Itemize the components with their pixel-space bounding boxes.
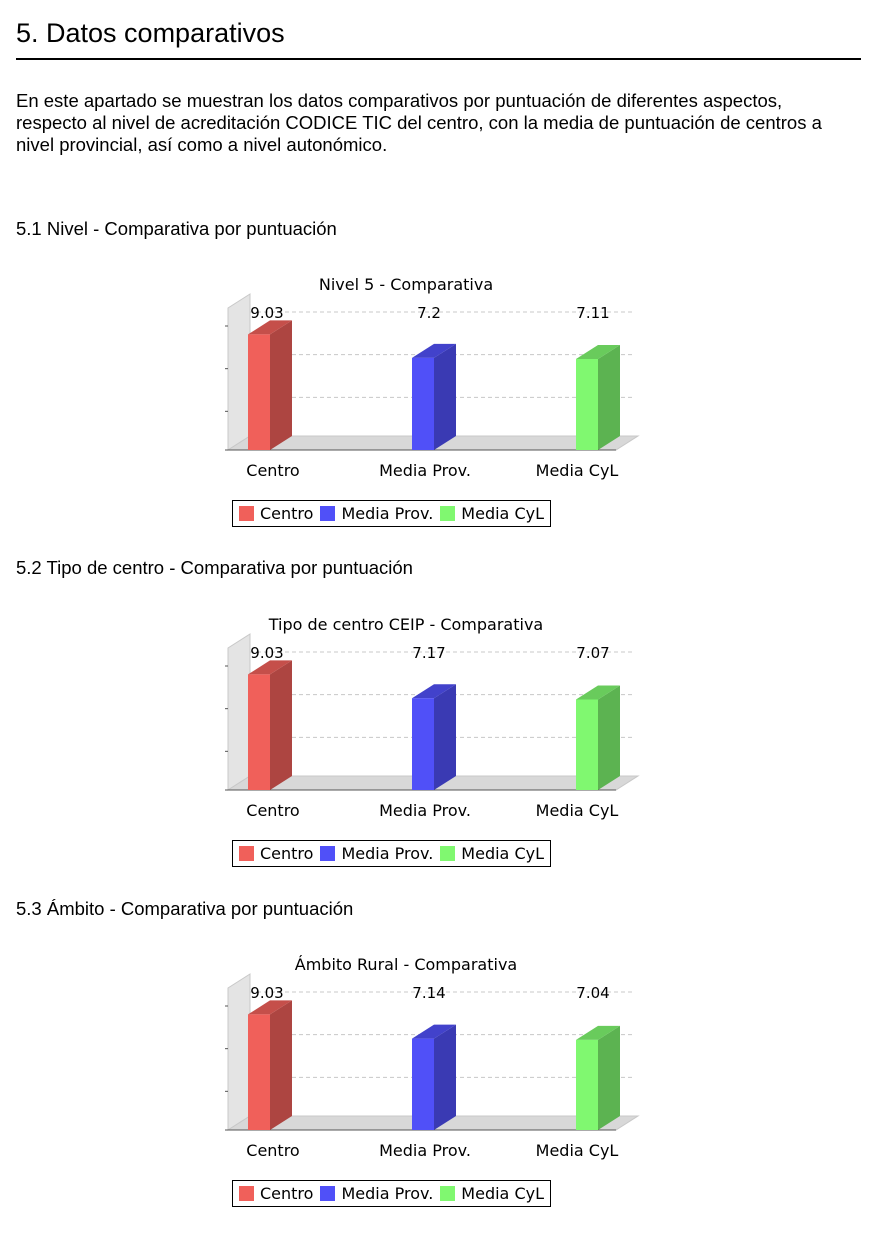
bar-centro — [248, 1014, 270, 1130]
bar-media-cyl — [576, 1039, 598, 1130]
legend-swatch-media-cyl — [440, 506, 456, 521]
chart-nivel-legend: Centro Media Prov. Media CyL — [232, 500, 551, 527]
legend-swatch-media-prov — [320, 506, 336, 521]
legend-item-media-prov: Media Prov. — [320, 1184, 433, 1203]
legend-swatch-centro — [239, 846, 254, 861]
legend-swatch-media-cyl — [440, 846, 456, 861]
legend-item-media-cyl: Media CyL — [440, 844, 544, 863]
chart-ambito-svg: Ámbito Rural - Comparativa 9.03 Centro 7.14… — [225, 955, 640, 1160]
chart-side-wall — [227, 633, 251, 791]
bar-top-media-cyl — [576, 1025, 620, 1040]
chart-tipo-centro-legend: Centro Media Prov. Media CyL — [232, 840, 551, 867]
bar-side-media-prov — [434, 343, 456, 450]
bar-side-centro — [270, 320, 292, 450]
chart-title: Nivel 5 - Comparativa — [319, 275, 493, 294]
bar-top-media-prov — [412, 684, 456, 699]
bar-side-centro — [270, 660, 292, 790]
bar-side-media-prov — [434, 684, 456, 790]
data-label-media-cyl: 7.11 — [576, 304, 609, 322]
legend-swatch-media-prov — [320, 1186, 336, 1201]
legend-label: Centro — [260, 504, 314, 523]
bar-top-media-prov — [412, 343, 456, 358]
chart-ambito: Ámbito Rural - Comparativa 9.03 Centro 7.14… — [220, 950, 640, 1220]
intro-paragraph: En este apartado se muestran los datos c… — [16, 90, 822, 155]
category-label-media-prov: Media Prov. — [379, 801, 471, 820]
bar-side-media-cyl — [598, 685, 620, 790]
data-label-centro: 9.03 — [250, 644, 283, 662]
bar-media-prov — [412, 357, 434, 450]
legend-label: Centro — [260, 1184, 314, 1203]
chart-nivel-svg: Nivel 5 - Comparativa 9.03 Centro 7.2 Media … — [225, 275, 640, 480]
chart-nivel: Nivel 5 - Comparativa 9.03 Centro 7.2 Media … — [220, 270, 640, 540]
legend-item-media-prov: Media Prov. — [320, 504, 433, 523]
title-rule — [16, 58, 861, 60]
bar-top-media-cyl — [576, 344, 620, 359]
bar-media-cyl — [576, 699, 598, 790]
chart-ambito-legend: Centro Media Prov. Media CyL — [232, 1180, 551, 1207]
legend-swatch-centro — [239, 506, 254, 521]
data-label-media-cyl: 7.04 — [576, 984, 609, 1002]
bar-side-media-cyl — [598, 1025, 620, 1130]
bar-top-centro — [248, 1000, 292, 1015]
chart-title: Ámbito Rural - Comparativa — [295, 955, 517, 974]
category-label-media-cyl: Media CyL — [536, 801, 619, 820]
bar-side-media-prov — [434, 1024, 456, 1130]
chart-side-wall — [227, 293, 251, 451]
legend-label: Media CyL — [461, 844, 544, 863]
category-label-centro: Centro — [246, 461, 299, 480]
category-label-centro: Centro — [246, 1141, 299, 1160]
bar-top-media-prov — [412, 1024, 456, 1039]
category-label-centro: Centro — [246, 801, 299, 820]
chart-tipo-centro: Tipo de centro CEIP - Comparativa 9.03 Cen… — [220, 610, 640, 880]
legend-item-centro: Centro — [239, 844, 313, 863]
bar-media-prov — [412, 698, 434, 790]
section-heading-nivel: 5.1 Nivel - Comparativa por puntuación — [16, 218, 337, 239]
legend-label: Media CyL — [461, 1184, 544, 1203]
bar-side-media-cyl — [598, 344, 620, 450]
legend-item-media-prov: Media Prov. — [320, 844, 433, 863]
category-label-media-cyl: Media CyL — [536, 461, 619, 480]
bar-top-centro — [248, 320, 292, 335]
bar-side-centro — [270, 1000, 292, 1130]
bar-media-prov — [412, 1038, 434, 1130]
legend-swatch-media-cyl — [440, 1186, 456, 1201]
legend-item-media-cyl: Media CyL — [440, 504, 544, 523]
data-label-media-cyl: 7.07 — [576, 644, 609, 662]
legend-item-centro: Centro — [239, 504, 313, 523]
legend-swatch-centro — [239, 1186, 254, 1201]
data-label-media-prov: 7.14 — [412, 984, 445, 1002]
category-label-media-prov: Media Prov. — [379, 1141, 471, 1160]
data-label-media-prov: 7.2 — [417, 304, 441, 322]
category-label-media-prov: Media Prov. — [379, 461, 471, 480]
page-title: 5. Datos comparativos — [16, 18, 285, 48]
bar-centro — [248, 674, 270, 790]
section-heading-ambito: 5.3 Ámbito - Comparativa por puntuación — [16, 898, 354, 919]
chart-title: Tipo de centro CEIP - Comparativa — [268, 615, 543, 634]
legend-label: Media Prov. — [341, 504, 434, 523]
section-heading-tipo-centro: 5.2 Tipo de centro - Comparativa por pun… — [16, 557, 413, 578]
chart-side-wall — [227, 973, 251, 1131]
legend-item-centro: Centro — [239, 1184, 313, 1203]
bar-media-cyl — [576, 358, 598, 450]
chart-tipo-centro-svg: Tipo de centro CEIP - Comparativa 9.03 Cen… — [225, 615, 640, 820]
legend-label: Media Prov. — [341, 844, 434, 863]
bar-centro — [248, 334, 270, 450]
legend-item-media-cyl: Media CyL — [440, 1184, 544, 1203]
legend-label: Centro — [260, 844, 314, 863]
category-label-media-cyl: Media CyL — [536, 1141, 619, 1160]
legend-label: Media CyL — [461, 504, 544, 523]
legend-swatch-media-prov — [320, 846, 336, 861]
data-label-media-prov: 7.17 — [412, 644, 445, 662]
bar-top-centro — [248, 660, 292, 675]
data-label-centro: 9.03 — [250, 304, 283, 322]
bar-top-media-cyl — [576, 685, 620, 700]
data-label-centro: 9.03 — [250, 984, 283, 1002]
legend-label: Media Prov. — [341, 1184, 434, 1203]
